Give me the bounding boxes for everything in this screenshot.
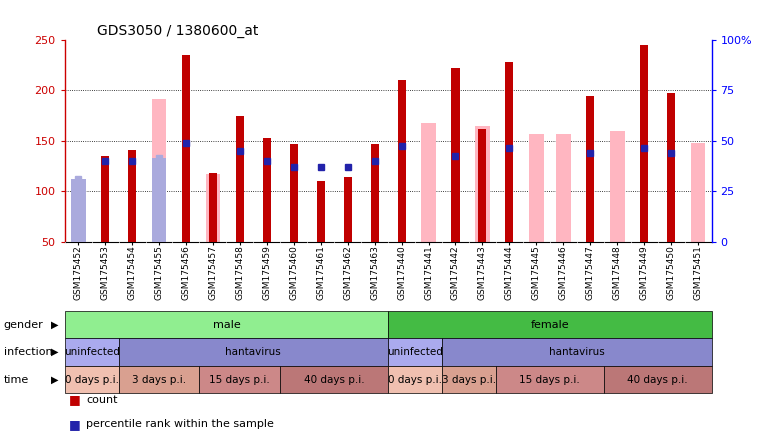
FancyBboxPatch shape	[119, 338, 388, 366]
FancyBboxPatch shape	[65, 311, 388, 338]
Bar	[151, 158, 167, 242]
FancyBboxPatch shape	[65, 338, 119, 366]
Text: uninfected: uninfected	[387, 347, 443, 357]
Text: GSM175445: GSM175445	[532, 246, 541, 300]
Text: ■: ■	[68, 442, 80, 444]
Text: GSM175448: GSM175448	[613, 246, 622, 300]
Text: 40 days p.i.: 40 days p.i.	[304, 375, 365, 385]
FancyBboxPatch shape	[388, 366, 442, 393]
Text: GSM175440: GSM175440	[397, 246, 406, 300]
Text: percentile rank within the sample: percentile rank within the sample	[86, 420, 274, 429]
Text: GSM175450: GSM175450	[667, 246, 676, 300]
Bar	[263, 138, 271, 242]
Text: 3 days p.i.: 3 days p.i.	[132, 375, 186, 385]
Text: GSM175455: GSM175455	[154, 246, 164, 300]
Text: GSM175444: GSM175444	[505, 246, 514, 300]
Bar	[529, 134, 544, 242]
Bar	[586, 95, 594, 242]
Text: GSM175446: GSM175446	[559, 246, 568, 300]
Bar	[71, 179, 85, 242]
Text: GSM175441: GSM175441	[424, 246, 433, 300]
Text: ▶: ▶	[51, 375, 59, 385]
Text: GSM175447: GSM175447	[586, 246, 595, 300]
FancyBboxPatch shape	[496, 366, 603, 393]
Bar	[128, 150, 136, 242]
Bar	[101, 156, 109, 242]
FancyBboxPatch shape	[65, 366, 119, 393]
FancyBboxPatch shape	[388, 311, 712, 338]
Bar	[209, 173, 217, 242]
Text: 3 days p.i.: 3 days p.i.	[442, 375, 496, 385]
Bar	[421, 123, 436, 242]
Text: GSM175453: GSM175453	[100, 246, 110, 300]
Bar	[182, 55, 190, 242]
Bar	[151, 99, 167, 242]
Text: GDS3050 / 1380600_at: GDS3050 / 1380600_at	[97, 24, 259, 38]
Bar	[475, 126, 490, 242]
Text: 15 days p.i.: 15 days p.i.	[209, 375, 270, 385]
Text: GSM175463: GSM175463	[370, 246, 379, 300]
Text: 0 days p.i.: 0 days p.i.	[388, 375, 442, 385]
Text: ▶: ▶	[51, 347, 59, 357]
Text: hantavirus: hantavirus	[549, 347, 605, 357]
Bar	[397, 80, 406, 242]
Bar	[640, 45, 648, 242]
Bar	[236, 116, 244, 242]
FancyBboxPatch shape	[199, 366, 280, 393]
Text: GSM175456: GSM175456	[181, 246, 190, 300]
Text: GSM175443: GSM175443	[478, 246, 487, 300]
FancyBboxPatch shape	[119, 366, 199, 393]
Bar	[556, 134, 571, 242]
Text: GSM175461: GSM175461	[317, 246, 325, 300]
Text: GSM175457: GSM175457	[209, 246, 218, 300]
Bar	[479, 129, 486, 242]
FancyBboxPatch shape	[280, 366, 388, 393]
Text: GSM175442: GSM175442	[451, 246, 460, 300]
FancyBboxPatch shape	[388, 338, 442, 366]
Text: 40 days p.i.: 40 days p.i.	[627, 375, 688, 385]
Bar	[290, 144, 298, 242]
Text: infection: infection	[4, 347, 53, 357]
Bar	[610, 131, 625, 242]
Text: hantavirus: hantavirus	[225, 347, 282, 357]
Bar	[451, 68, 460, 242]
Bar	[205, 174, 221, 242]
Text: GSM175462: GSM175462	[343, 246, 352, 300]
Text: GSM175454: GSM175454	[128, 246, 136, 300]
Text: ■: ■	[68, 418, 80, 431]
Bar	[71, 204, 85, 242]
Bar	[317, 182, 325, 242]
Bar	[667, 94, 675, 242]
Text: 15 days p.i.: 15 days p.i.	[520, 375, 580, 385]
Text: uninfected: uninfected	[64, 347, 119, 357]
FancyBboxPatch shape	[442, 338, 712, 366]
Bar	[505, 62, 514, 242]
Bar	[344, 177, 352, 242]
Bar	[371, 144, 379, 242]
Text: GSM175458: GSM175458	[235, 246, 244, 300]
Text: GSM175449: GSM175449	[640, 246, 648, 300]
Text: GSM175452: GSM175452	[74, 246, 83, 300]
Text: male: male	[212, 320, 240, 329]
Text: female: female	[530, 320, 569, 329]
Text: GSM175451: GSM175451	[693, 246, 702, 300]
Text: gender: gender	[4, 320, 43, 329]
Text: ▶: ▶	[51, 320, 59, 329]
FancyBboxPatch shape	[442, 366, 496, 393]
Text: ■: ■	[68, 393, 80, 407]
Text: time: time	[4, 375, 29, 385]
Bar	[691, 143, 705, 242]
FancyBboxPatch shape	[603, 366, 712, 393]
Text: count: count	[86, 395, 117, 405]
Text: GSM175460: GSM175460	[289, 246, 298, 300]
Text: GSM175459: GSM175459	[263, 246, 272, 300]
Text: 0 days p.i.: 0 days p.i.	[65, 375, 119, 385]
